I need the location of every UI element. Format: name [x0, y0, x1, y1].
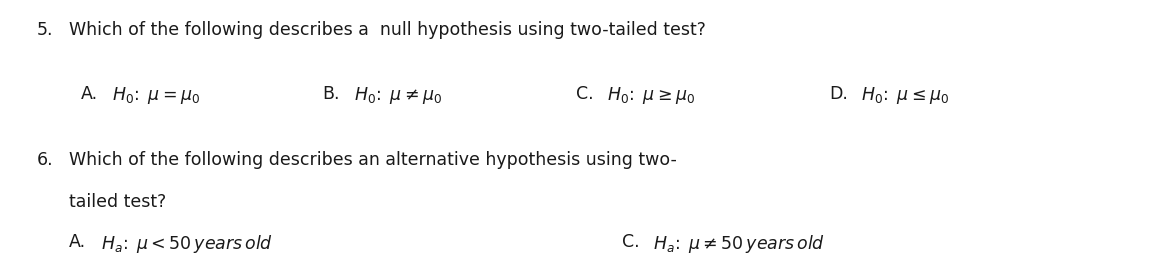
Text: $H_0\!:\; \mu = \mu_0$: $H_0\!:\; \mu = \mu_0$ — [112, 85, 199, 106]
Text: tailed test?: tailed test? — [69, 193, 166, 211]
Text: C.: C. — [576, 85, 593, 103]
Text: 6.: 6. — [37, 151, 53, 169]
Text: A.: A. — [81, 85, 98, 103]
Text: $H_0\!:\; \mu \leq \mu_0$: $H_0\!:\; \mu \leq \mu_0$ — [861, 85, 948, 106]
Text: Which of the following describes a  null hypothesis using two-tailed test?: Which of the following describes a null … — [69, 21, 706, 39]
Text: $H_a\!:\; \mu \neq 50\,years\,old$: $H_a\!:\; \mu \neq 50\,years\,old$ — [653, 233, 825, 255]
Text: $H_0\!:\; \mu \geq \mu_0$: $H_0\!:\; \mu \geq \mu_0$ — [607, 85, 695, 106]
Text: D.: D. — [829, 85, 848, 103]
Text: $H_a\!:\; \mu < 50\,years\,old$: $H_a\!:\; \mu < 50\,years\,old$ — [101, 233, 273, 255]
Text: 5.: 5. — [37, 21, 53, 39]
Text: C.: C. — [622, 233, 639, 251]
Text: A.: A. — [69, 233, 86, 251]
Text: $H_0\!:\; \mu \neq \mu_0$: $H_0\!:\; \mu \neq \mu_0$ — [354, 85, 441, 106]
Text: Which of the following describes an alternative hypothesis using two-: Which of the following describes an alte… — [69, 151, 677, 169]
Text: B.: B. — [323, 85, 340, 103]
